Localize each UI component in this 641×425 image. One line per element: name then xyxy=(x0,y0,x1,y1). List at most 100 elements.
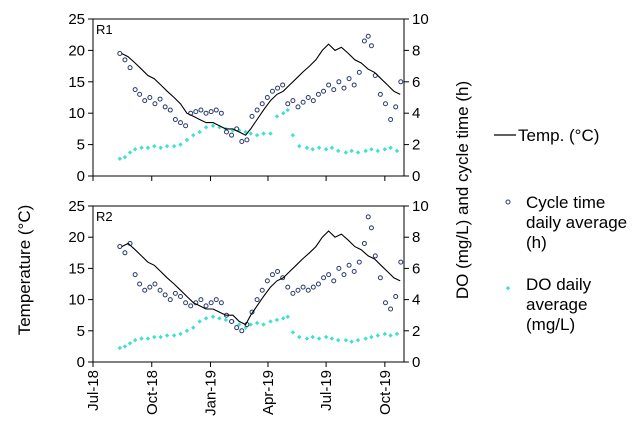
cycle-time-point xyxy=(193,109,199,115)
cycle-time-point xyxy=(280,82,286,88)
do-point xyxy=(171,333,177,338)
do-point xyxy=(145,145,151,150)
y-left-tick-label: 20 xyxy=(68,229,85,246)
do-point xyxy=(197,319,202,324)
y-right-tick-label: 2 xyxy=(412,323,420,340)
cycle-time-point xyxy=(336,265,342,271)
legend-do-label-line2: average xyxy=(526,295,587,314)
cycle-time-point xyxy=(361,240,367,246)
y-left-tick-label: 10 xyxy=(68,105,85,122)
y-left-tick-label: 5 xyxy=(77,137,85,154)
do-point xyxy=(139,145,144,150)
x-tick-label: Jul-18 xyxy=(85,370,102,411)
do-point xyxy=(369,334,374,340)
temperature-line xyxy=(121,43,401,136)
cycle-time-point xyxy=(177,293,183,299)
do-point xyxy=(203,316,209,321)
do-point xyxy=(248,322,253,327)
do-point xyxy=(329,336,335,341)
y-left-tick-label: 20 xyxy=(68,42,85,59)
do-point xyxy=(127,341,133,346)
do-point xyxy=(268,319,273,324)
cycle-time-point xyxy=(152,101,158,107)
legend-do-marker xyxy=(505,286,511,291)
do-point xyxy=(336,337,341,343)
cycle-time-point xyxy=(305,95,311,100)
cycle-time-point xyxy=(259,287,265,293)
cycle-time-point xyxy=(218,110,224,116)
x-tick-label: Oct-18 xyxy=(144,370,161,415)
do-point xyxy=(117,156,123,161)
cycle-time-point xyxy=(326,82,332,88)
cycle-time-point xyxy=(331,278,337,284)
cycle-time-point xyxy=(162,292,168,298)
cycle-time-point xyxy=(117,51,123,57)
cycle-time-point xyxy=(365,33,371,39)
legend-do-label-line3: (mg/L) xyxy=(526,315,575,334)
do-point xyxy=(297,334,302,340)
panel-R1: 0 5 10 15 20 25 0 2 4 6 8 10 R1 xyxy=(68,11,428,185)
cycle-time-point xyxy=(259,101,265,107)
do-point xyxy=(268,131,273,136)
cycle-time-point xyxy=(393,104,399,110)
cycle-time-point xyxy=(142,287,148,293)
cycle-time-point xyxy=(198,297,204,303)
y-right-tick-label: 0 xyxy=(412,354,420,371)
cycle-time-point xyxy=(315,91,321,97)
cycle-time-point xyxy=(137,281,143,287)
y-left-tick-label: 25 xyxy=(68,198,85,215)
temperature-line xyxy=(121,230,401,326)
cycle-time-point xyxy=(218,300,224,306)
do-point xyxy=(171,143,177,149)
cycle-time-point xyxy=(198,107,204,113)
do-point xyxy=(323,147,329,152)
do-point xyxy=(210,314,216,319)
cycle-time-point xyxy=(300,284,306,290)
y-left-tick-label: 5 xyxy=(77,323,85,340)
do-point xyxy=(349,339,354,344)
panel-label: R2 xyxy=(96,209,113,224)
x-axis-tick-labels: Jul-18 Oct-18 Jan-19 Apr-19 Jul-19 Oct-19 xyxy=(85,370,394,416)
cycle-time-point xyxy=(213,107,219,113)
do-point xyxy=(363,336,368,341)
cycle-time-point xyxy=(310,284,316,290)
do-point xyxy=(261,322,266,327)
cycle-time-point xyxy=(127,65,133,71)
do-point xyxy=(329,145,335,150)
y-left-tick-label: 0 xyxy=(77,354,85,371)
cycle-time-point xyxy=(351,269,357,275)
cycle-time-point xyxy=(254,297,260,303)
y-left-tick-label: 10 xyxy=(68,292,85,309)
cycle-time-point xyxy=(388,306,394,312)
y-left-axis-title: Temperature (°C) xyxy=(15,205,34,336)
cycle-time-point xyxy=(398,79,404,85)
y-left-tick-label: 15 xyxy=(68,74,85,91)
do-point xyxy=(363,148,368,154)
cycle-time-point xyxy=(157,96,163,102)
panel-R2: 0 5 10 15 20 25 0 2 4 6 8 10 R2 xyxy=(68,198,428,371)
cycle-time-point xyxy=(213,297,219,303)
plot-frame xyxy=(92,18,405,177)
x-tick-label: Apr-19 xyxy=(260,370,277,415)
cycle-time-point xyxy=(264,278,270,284)
cycle-time-point xyxy=(356,69,362,75)
cycle-time-point xyxy=(290,290,296,296)
cycle-time-point xyxy=(208,300,214,306)
do-point xyxy=(281,111,286,116)
do-point xyxy=(184,328,190,333)
cycle-time-point xyxy=(264,95,270,100)
do-point xyxy=(382,147,388,152)
cycle-time-point xyxy=(229,318,235,324)
do-point xyxy=(158,334,163,340)
do-point xyxy=(274,114,280,119)
cycle-time-point xyxy=(117,244,123,250)
y-right-axis-title: DO (mg/L) and cycle time (h) xyxy=(453,81,472,299)
cycle-time-point xyxy=(203,303,209,309)
cycle-time-point xyxy=(388,116,394,122)
cycle-time-point xyxy=(177,120,183,126)
do-point xyxy=(139,336,144,341)
legend-do-label-line1: DO daily xyxy=(526,275,592,294)
do-point xyxy=(164,333,170,338)
do-point xyxy=(152,143,157,149)
